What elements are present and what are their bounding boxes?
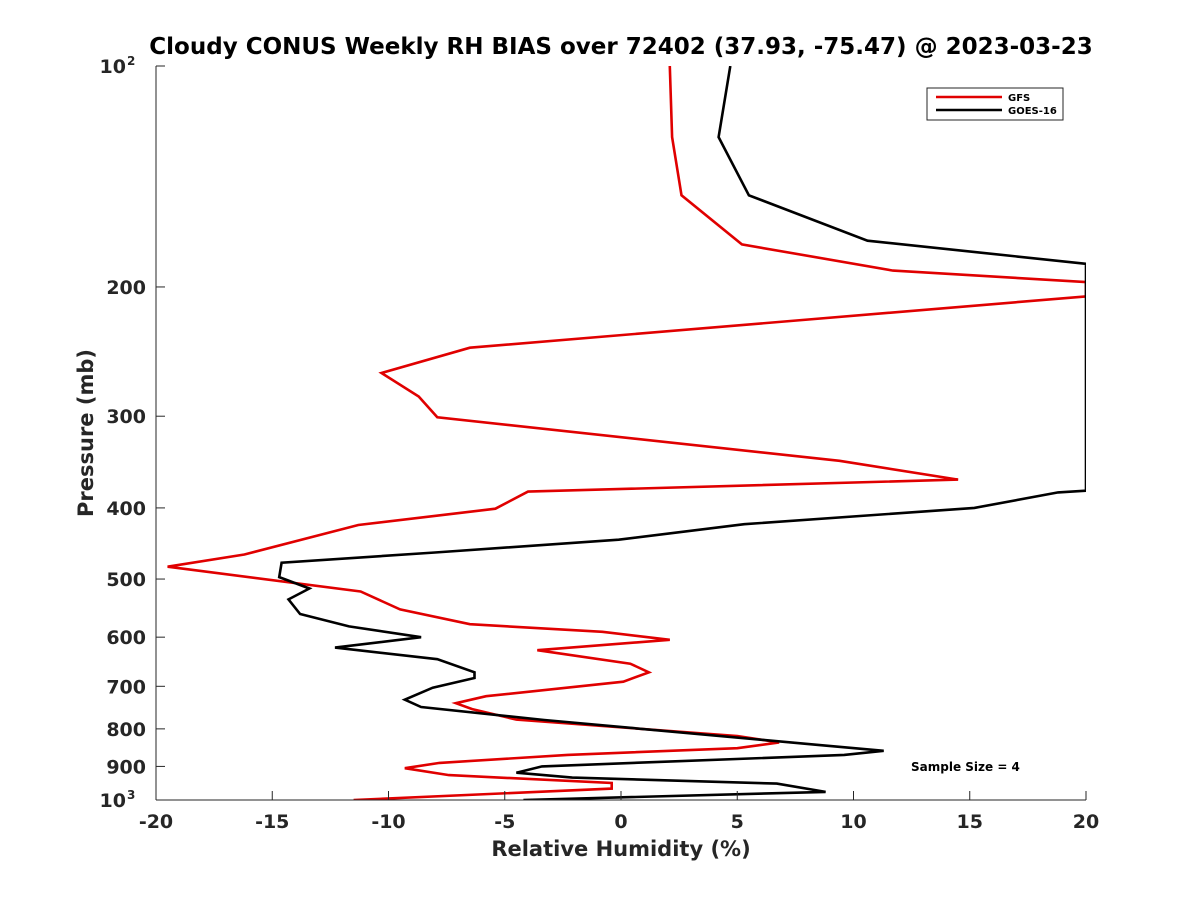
x-tick-label: 20 (1073, 811, 1099, 833)
y-axis-label: Pressure (mb) (74, 349, 98, 517)
x-tick-label: 15 (957, 811, 983, 833)
y-tick-label: 700 (106, 676, 146, 698)
y-tick-label: 600 (106, 627, 146, 649)
y-tick-label: 900 (106, 756, 146, 778)
y-tick-label-exponent: 3 (127, 788, 135, 802)
y-tick-label-exponent: 2 (127, 54, 135, 68)
x-tick-label: 0 (614, 811, 627, 833)
legend: GFS GOES-16 (926, 87, 1064, 121)
y-tick-label: 500 (106, 569, 146, 591)
y-tick-label: 300 (106, 406, 146, 428)
x-tick-label: 5 (731, 811, 744, 833)
x-tick-label: -5 (494, 811, 515, 833)
y-tick-label: 10 (100, 790, 126, 812)
y-tick-label: 400 (106, 498, 146, 520)
x-tick-label: 10 (840, 811, 866, 833)
sample-size-annotation: Sample Size = 4 (911, 760, 1020, 774)
y-tick-label: 800 (106, 719, 146, 741)
x-tick-label: -20 (139, 811, 173, 833)
y-tick-label: 10 (100, 56, 126, 78)
series-layer (167, 66, 1086, 800)
x-tick-label: -10 (371, 811, 405, 833)
legend-box (926, 87, 1064, 121)
legend-label-goes16: GOES-16 (1008, 106, 1057, 117)
x-axis-label: Relative Humidity (%) (491, 837, 750, 861)
legend-label-gfs: GFS (1008, 93, 1030, 104)
chart-title: Cloudy CONUS Weekly RH BIAS over 72402 (… (149, 34, 1092, 60)
x-axis-ticks: -20 -15 -10 -5 0 5 10 15 20 (139, 791, 1099, 833)
y-tick-label: 200 (106, 277, 146, 299)
series-line-goes16 (277, 66, 1086, 800)
x-tick-label: -15 (255, 811, 289, 833)
series-line-gfs (167, 66, 1086, 800)
